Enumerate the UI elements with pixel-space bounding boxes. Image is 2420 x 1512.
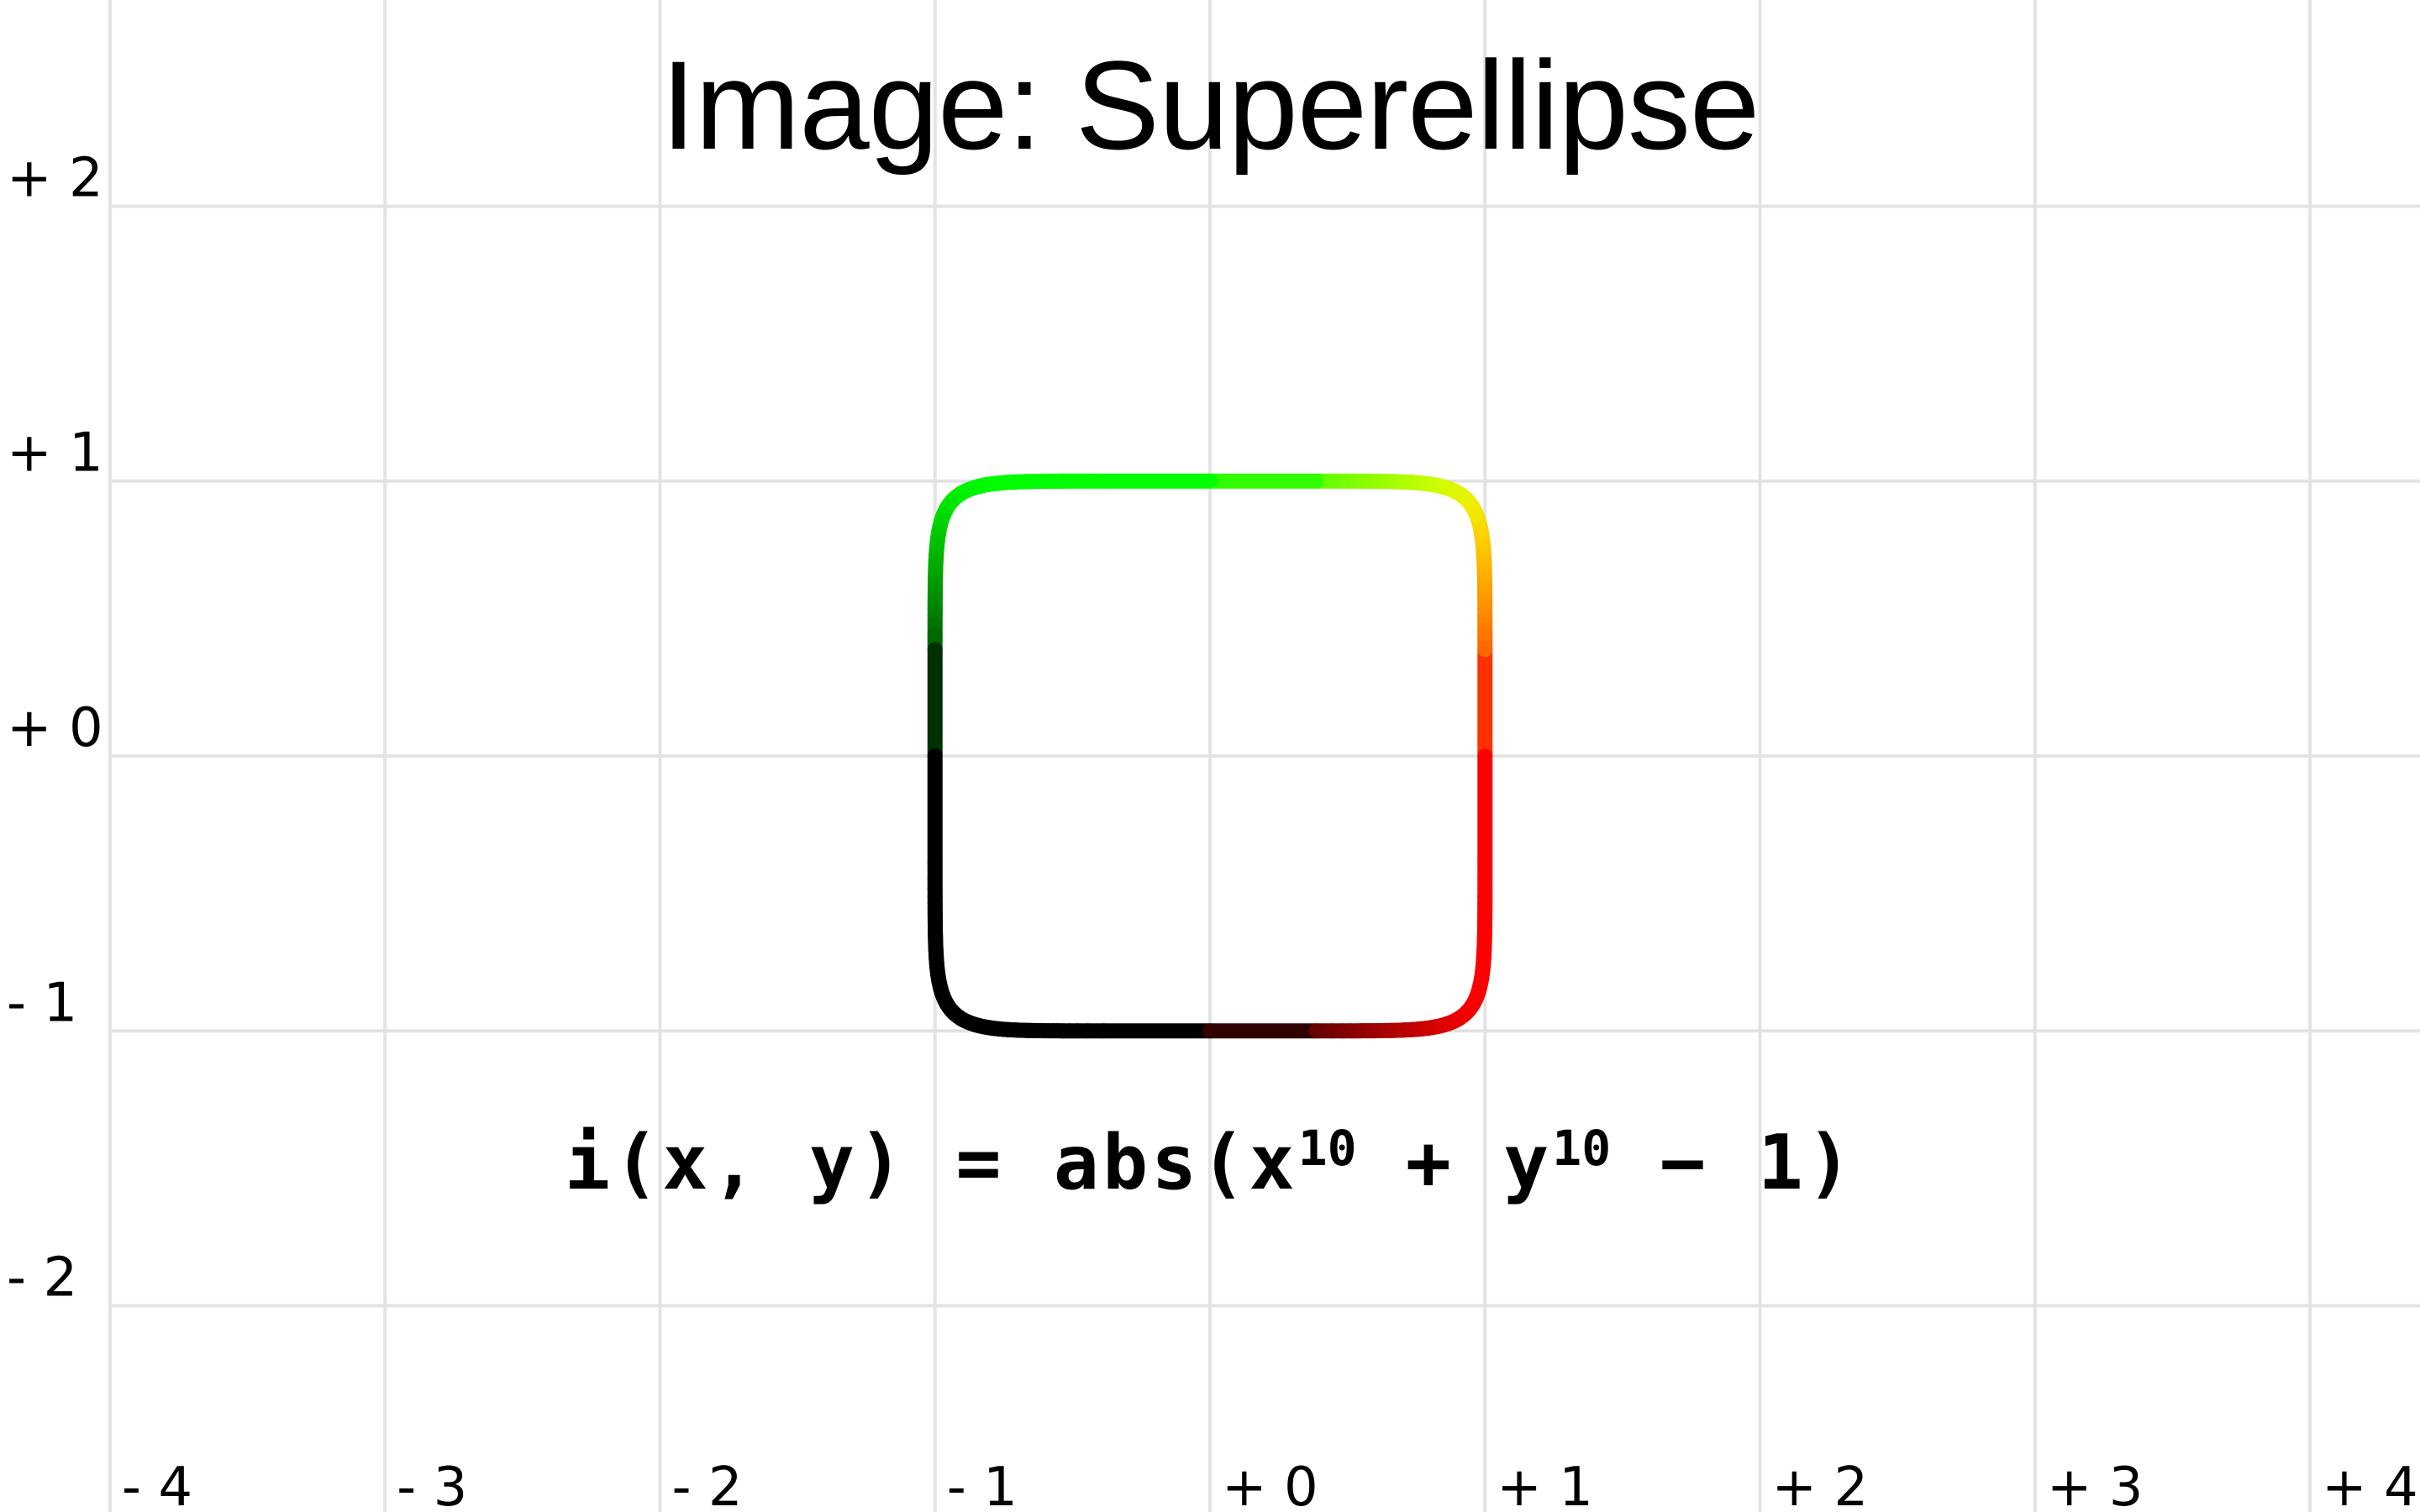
formula-exponent-y: 10 xyxy=(1552,1120,1612,1177)
y-tick-label: + 1 xyxy=(7,423,103,485)
superellipse-curve xyxy=(927,473,1493,1039)
y-tick-label: - 2 xyxy=(7,1247,77,1310)
x-tick-label: + 3 xyxy=(2047,1457,2144,1512)
x-tick-label: + 2 xyxy=(1772,1457,1869,1512)
diagram-title: Image: Superellipse xyxy=(660,34,1760,176)
x-tick-label: - 1 xyxy=(947,1457,1018,1512)
formula-prefix: i(x, y) = abs(x xyxy=(564,1119,1298,1207)
y-tick-labels: + 2 + 1 + 0 - 1 - 2 xyxy=(7,147,103,1309)
y-tick-label: + 2 xyxy=(7,147,103,209)
y-tick-label: + 0 xyxy=(7,697,103,759)
x-tick-label: - 4 xyxy=(122,1457,192,1512)
formula-suffix: − 1) xyxy=(1611,1119,1856,1207)
x-tick-label: + 0 xyxy=(1222,1457,1318,1512)
x-tick-label: - 2 xyxy=(671,1457,742,1512)
x-tick-label: + 1 xyxy=(1497,1457,1593,1512)
x-tick-label: + 4 xyxy=(2322,1457,2418,1512)
x-tick-labels: - 4 - 3 - 2 - 1 + 0 + 1 + 2 + 3 + 4 xyxy=(122,1457,2418,1512)
y-tick-label: - 1 xyxy=(7,972,77,1034)
formula-text: i(x, y) = abs(x10 + y10 − 1) xyxy=(0,1109,2420,1226)
formula-middle: + y xyxy=(1356,1119,1553,1207)
formula-exponent-x: 10 xyxy=(1297,1120,1357,1177)
grid-lines xyxy=(108,0,2420,1512)
x-tick-label: - 3 xyxy=(397,1457,467,1512)
